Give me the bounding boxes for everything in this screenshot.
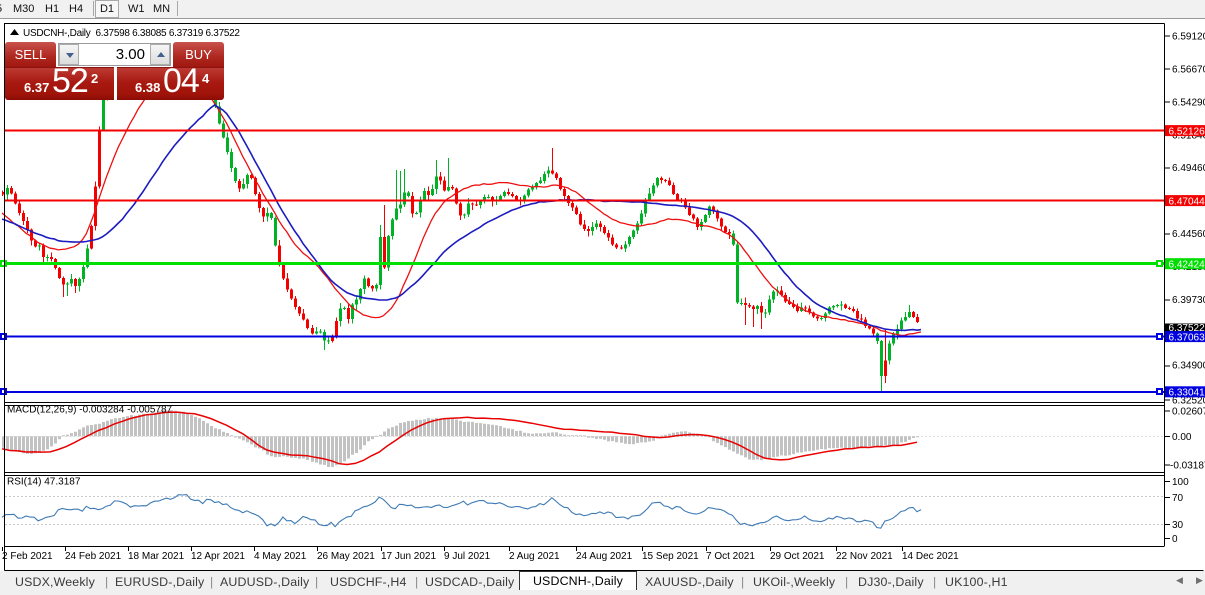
svg-text:RSI(14) 47.3187: RSI(14) 47.3187 xyxy=(7,477,81,488)
svg-text:6.54290: 6.54290 xyxy=(1172,97,1205,108)
svg-text:6.32520: 6.32520 xyxy=(1172,396,1205,407)
svg-text:-0.03187: -0.03187 xyxy=(1170,461,1205,472)
svg-text:6.44560: 6.44560 xyxy=(1172,229,1205,240)
svg-text:70: 70 xyxy=(1172,493,1184,504)
svg-text:USDCNH-,Daily 6.37598 6.38085: USDCNH-,Daily 6.37598 6.38085 6.37319 6.… xyxy=(23,28,240,39)
svg-text:0: 0 xyxy=(1172,534,1178,545)
svg-text:6.47044: 6.47044 xyxy=(1169,196,1205,207)
svg-text:6.39730: 6.39730 xyxy=(1172,295,1205,306)
svg-text:2 Aug 2021: 2 Aug 2021 xyxy=(509,551,560,562)
svg-text:6.34900: 6.34900 xyxy=(1172,361,1205,372)
svg-text:29 Oct 2021: 29 Oct 2021 xyxy=(770,551,825,562)
svg-text:6.37063: 6.37063 xyxy=(1169,332,1205,343)
svg-text:14 Dec 2021: 14 Dec 2021 xyxy=(902,551,959,562)
svg-text:6.49460: 6.49460 xyxy=(1172,163,1205,174)
svg-text:15 Sep 2021: 15 Sep 2021 xyxy=(642,551,699,562)
svg-text:4 May 2021: 4 May 2021 xyxy=(254,551,307,562)
svg-text:6.42424: 6.42424 xyxy=(1169,259,1205,270)
svg-text:9 Jul 2021: 9 Jul 2021 xyxy=(444,551,491,562)
svg-text:2 Feb 2021: 2 Feb 2021 xyxy=(2,551,53,562)
svg-text:18 Mar 2021: 18 Mar 2021 xyxy=(128,551,185,562)
svg-text:MACD(12,26,9) -0.003284 -0.005: MACD(12,26,9) -0.003284 -0.005787 xyxy=(7,405,173,416)
svg-text:6.37522: 6.37522 xyxy=(1169,323,1205,334)
svg-text:30: 30 xyxy=(1172,520,1184,531)
svg-text:12 Apr 2021: 12 Apr 2021 xyxy=(191,551,245,562)
svg-text:17 Jun 2021: 17 Jun 2021 xyxy=(381,551,436,562)
svg-text:6.56670: 6.56670 xyxy=(1172,65,1205,76)
svg-text:0.02607: 0.02607 xyxy=(1172,407,1205,418)
svg-text:22 Nov 2021: 22 Nov 2021 xyxy=(836,551,893,562)
svg-text:0.00: 0.00 xyxy=(1172,432,1192,443)
svg-text:6.59120: 6.59120 xyxy=(1172,32,1205,43)
svg-text:26 May 2021: 26 May 2021 xyxy=(317,551,375,562)
svg-text:6.52126: 6.52126 xyxy=(1169,126,1205,137)
svg-text:24 Aug 2021: 24 Aug 2021 xyxy=(576,551,633,562)
svg-text:7 Oct 2021: 7 Oct 2021 xyxy=(706,551,755,562)
svg-text:100: 100 xyxy=(1172,477,1189,488)
svg-text:24 Feb 2021: 24 Feb 2021 xyxy=(65,551,122,562)
svg-text:6.33041: 6.33041 xyxy=(1169,388,1205,399)
